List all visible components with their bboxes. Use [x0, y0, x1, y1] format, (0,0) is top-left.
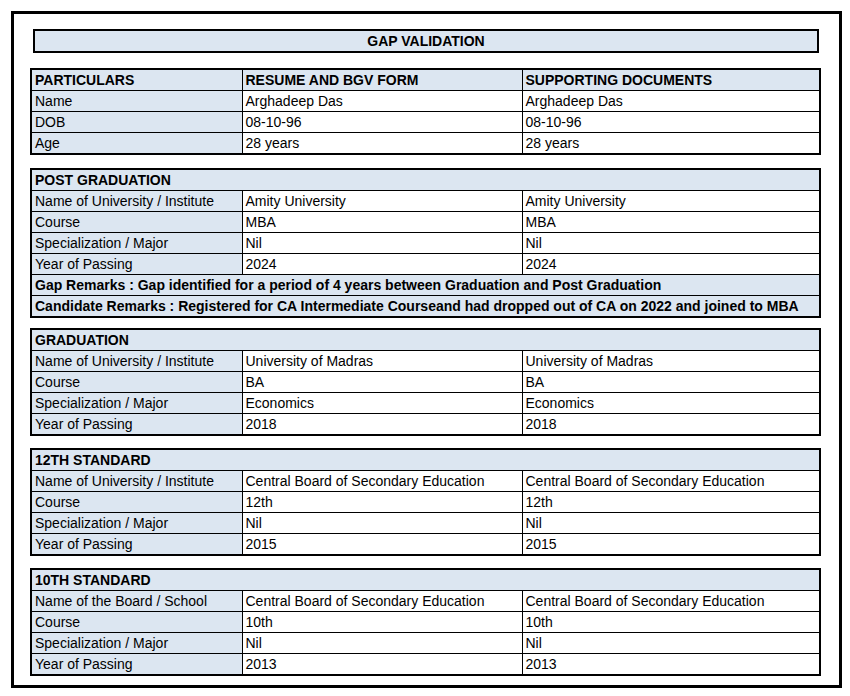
table-row: Course12th12th [31, 492, 820, 513]
row-label-cell: Course [31, 372, 242, 393]
resume-value-cell: 12th [242, 492, 522, 513]
table-row: Name of the Board / SchoolCentral Board … [31, 591, 820, 612]
section-table: GRADUATIONName of University / Institute… [30, 328, 821, 436]
table-row: NameArghadeep DasArghadeep Das [31, 91, 820, 112]
row-label-cell: Year of Passing [31, 254, 242, 275]
resume-value-cell: Nil [242, 633, 522, 654]
table-row: Age28 years28 years [31, 133, 820, 155]
table-row: Name of University / InstituteCentral Bo… [31, 471, 820, 492]
column-header-resume-bgv: RESUME AND BGV FORM [242, 69, 522, 91]
resume-value-cell: University of Madras [242, 351, 522, 372]
remarks-row: Gap Remarks : Gap identified for a perio… [31, 275, 820, 296]
resume-value-cell: MBA [242, 212, 522, 233]
supporting-value-cell: Central Board of Secondary Education [522, 591, 820, 612]
row-label-cell: Year of Passing [31, 414, 242, 436]
remarks-cell: Candidate Remarks : Registered for CA In… [31, 296, 820, 318]
summary-table: PARTICULARSRESUME AND BGV FORMSUPPORTING… [30, 68, 821, 155]
section-header-row: POST GRADUATION [31, 169, 820, 191]
resume-value-cell: BA [242, 372, 522, 393]
table-row: Course10th10th [31, 612, 820, 633]
section-title: POST GRADUATION [31, 169, 820, 191]
table-row: CourseMBAMBA [31, 212, 820, 233]
page-title: GAP VALIDATION [33, 29, 819, 53]
section-header-row: 10TH STANDARD [31, 569, 820, 591]
supporting-value-cell: 2013 [522, 654, 820, 676]
resume-value-cell: 08-10-96 [242, 112, 522, 133]
row-label-cell: Name of the Board / School [31, 591, 242, 612]
table-row: Name of University / InstituteUniversity… [31, 351, 820, 372]
remarks-row: Candidate Remarks : Registered for CA In… [31, 296, 820, 318]
resume-value-cell: 10th [242, 612, 522, 633]
row-label-cell: Specialization / Major [31, 633, 242, 654]
table-row: Year of Passing20152015 [31, 534, 820, 556]
supporting-value-cell: 2024 [522, 254, 820, 275]
resume-value-cell: 2013 [242, 654, 522, 676]
supporting-value-cell: Nil [522, 513, 820, 534]
section-table: POST GRADUATIONName of University / Inst… [30, 168, 821, 318]
supporting-value-cell: 08-10-96 [522, 112, 820, 133]
section-header-row: GRADUATION [31, 329, 820, 351]
row-label-cell: Specialization / Major [31, 393, 242, 414]
section-title: 10TH STANDARD [31, 569, 820, 591]
supporting-value-cell: Economics [522, 393, 820, 414]
row-label-cell: Course [31, 212, 242, 233]
row-label-cell: Name of University / Institute [31, 351, 242, 372]
table-row: Specialization / MajorNilNil [31, 233, 820, 254]
table-row: Specialization / MajorEconomicsEconomics [31, 393, 820, 414]
supporting-value-cell: Nil [522, 233, 820, 254]
supporting-value-cell: 28 years [522, 133, 820, 155]
resume-value-cell: Nil [242, 513, 522, 534]
supporting-value-cell: 12th [522, 492, 820, 513]
supporting-value-cell: Amity University [522, 191, 820, 212]
column-header-supporting-docs: SUPPORTING DOCUMENTS [522, 69, 820, 91]
remarks-cell: Gap Remarks : Gap identified for a perio… [31, 275, 820, 296]
supporting-value-cell: University of Madras [522, 351, 820, 372]
supporting-value-cell: 2015 [522, 534, 820, 556]
row-label-cell: DOB [31, 112, 242, 133]
section-table: 12TH STANDARDName of University / Instit… [30, 448, 821, 556]
row-label-cell: Name [31, 91, 242, 112]
table-row: Year of Passing20182018 [31, 414, 820, 436]
row-label-cell: Name of University / Institute [31, 191, 242, 212]
supporting-value-cell: Arghadeep Das [522, 91, 820, 112]
supporting-value-cell: 10th [522, 612, 820, 633]
section-header-row: 12TH STANDARD [31, 449, 820, 471]
section-title: 12TH STANDARD [31, 449, 820, 471]
table-row: Name of University / InstituteAmity Univ… [31, 191, 820, 212]
supporting-value-cell: MBA [522, 212, 820, 233]
table-row: Year of Passing20132013 [31, 654, 820, 676]
resume-value-cell: 28 years [242, 133, 522, 155]
supporting-value-cell: 2018 [522, 414, 820, 436]
resume-value-cell: Amity University [242, 191, 522, 212]
row-label-cell: Specialization / Major [31, 233, 242, 254]
resume-value-cell: Nil [242, 233, 522, 254]
summary-header-row: PARTICULARSRESUME AND BGV FORMSUPPORTING… [31, 69, 820, 91]
resume-value-cell: Central Board of Secondary Education [242, 591, 522, 612]
supporting-value-cell: BA [522, 372, 820, 393]
resume-value-cell: 2018 [242, 414, 522, 436]
row-label-cell: Course [31, 492, 242, 513]
table-row: Specialization / MajorNilNil [31, 513, 820, 534]
resume-value-cell: Central Board of Secondary Education [242, 471, 522, 492]
row-label-cell: Course [31, 612, 242, 633]
table-row: DOB08-10-9608-10-96 [31, 112, 820, 133]
row-label-cell: Year of Passing [31, 654, 242, 676]
row-label-cell: Specialization / Major [31, 513, 242, 534]
table-row: Specialization / MajorNilNil [31, 633, 820, 654]
supporting-value-cell: Central Board of Secondary Education [522, 471, 820, 492]
supporting-value-cell: Nil [522, 633, 820, 654]
table-row: Year of Passing20242024 [31, 254, 820, 275]
table-row: CourseBABA [31, 372, 820, 393]
section-title: GRADUATION [31, 329, 820, 351]
resume-value-cell: Economics [242, 393, 522, 414]
section-table: 10TH STANDARDName of the Board / SchoolC… [30, 568, 821, 676]
row-label-cell: Year of Passing [31, 534, 242, 556]
resume-value-cell: 2024 [242, 254, 522, 275]
column-header-particulars: PARTICULARS [31, 69, 242, 91]
resume-value-cell: Arghadeep Das [242, 91, 522, 112]
resume-value-cell: 2015 [242, 534, 522, 556]
row-label-cell: Name of University / Institute [31, 471, 242, 492]
row-label-cell: Age [31, 133, 242, 155]
